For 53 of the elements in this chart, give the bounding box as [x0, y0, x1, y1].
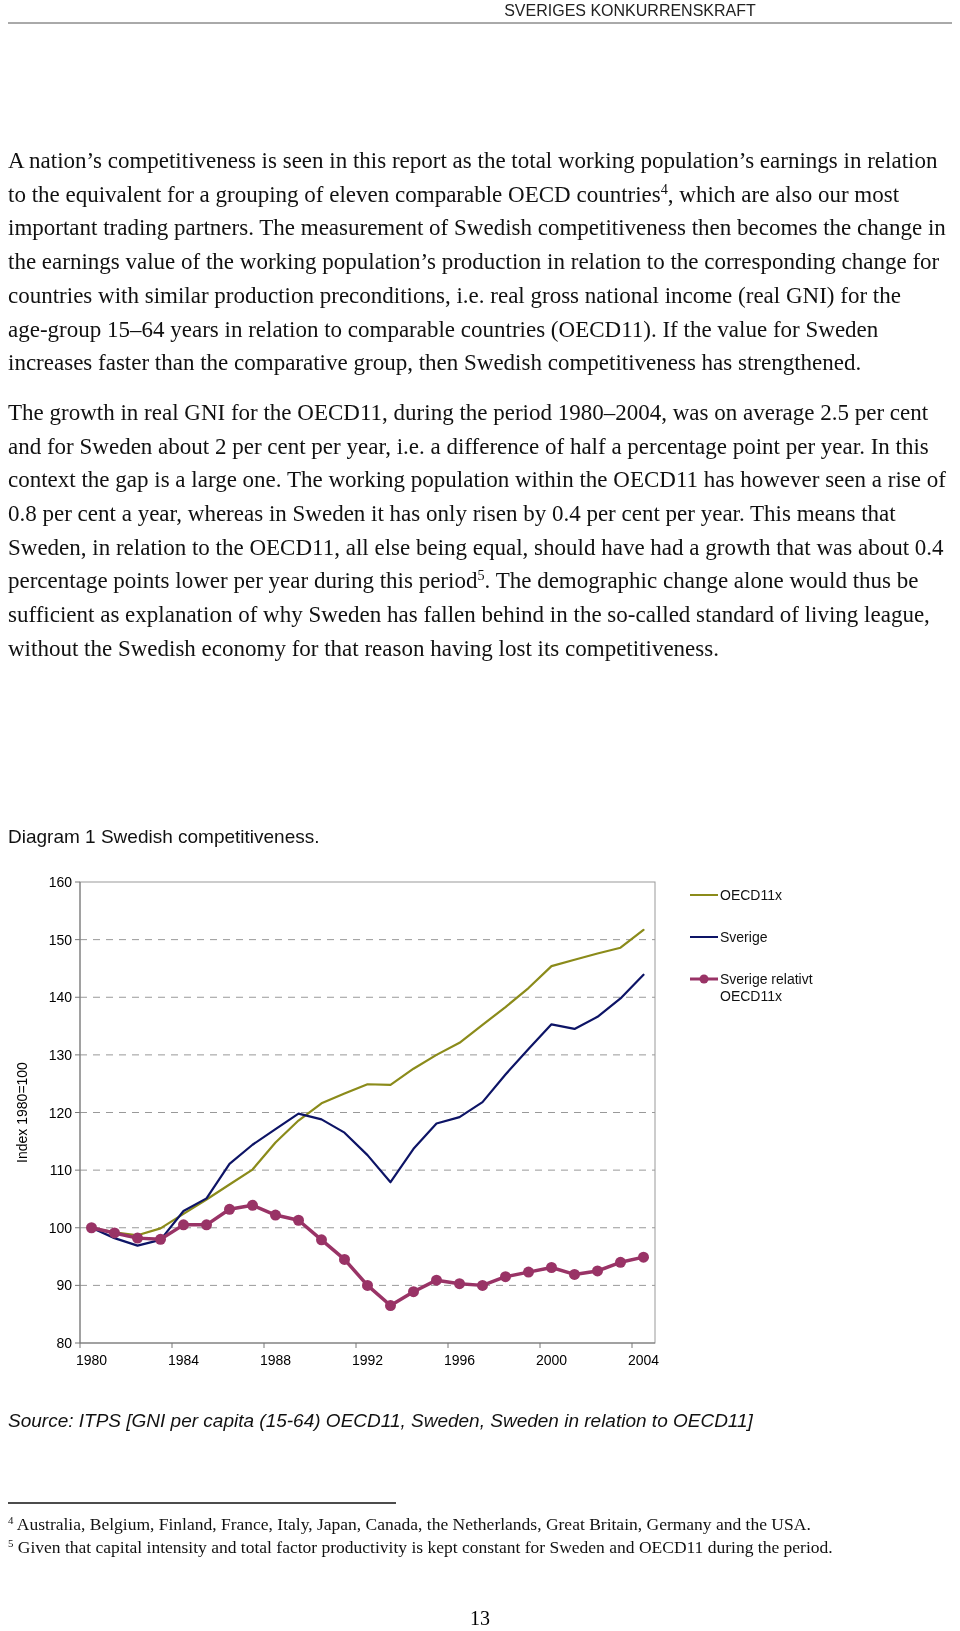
point — [569, 1268, 580, 1280]
text: $^{5}$ Given that capital intensity and total factor productivity is kept constant for Sweden and OECD11 during the period. — [8, 1537, 833, 1557]
point — [132, 1232, 143, 1244]
y-axis-title: Index 1980=100 — [14, 1061, 30, 1163]
y-tick-label: 130 — [48, 1046, 73, 1063]
point — [408, 1286, 419, 1298]
point — [224, 1203, 235, 1215]
x-tick-label: 2000 — [535, 1352, 568, 1368]
x-tick-label: 1996 — [443, 1352, 476, 1368]
point — [638, 1251, 649, 1263]
point — [293, 1214, 304, 1226]
y-tick-label: 80 — [56, 1335, 73, 1351]
x-tick-label: 1992 — [351, 1352, 384, 1368]
point — [592, 1265, 603, 1277]
y-tick-label: 150 — [48, 931, 73, 948]
x-tick-label: 1980 — [75, 1352, 108, 1368]
legend-label: Sverige — [720, 929, 768, 945]
point — [109, 1227, 120, 1239]
point — [155, 1233, 166, 1245]
point — [500, 1271, 511, 1283]
y-tick-label: 160 — [48, 874, 73, 890]
point — [316, 1234, 327, 1246]
y-tick-label: 110 — [49, 1162, 73, 1179]
point — [477, 1279, 488, 1291]
legend-label: Sverige relativt OECD11x — [720, 971, 813, 1004]
point — [385, 1300, 396, 1312]
point — [523, 1266, 534, 1278]
point — [270, 1209, 281, 1221]
text: 13 — [470, 1607, 490, 1629]
y-tick-label: 90 — [56, 1277, 73, 1294]
y-tick-label: 140 — [48, 989, 73, 1006]
legend-label: OECD11x — [720, 887, 782, 903]
point — [454, 1278, 465, 1290]
point — [178, 1219, 189, 1231]
point — [339, 1253, 350, 1265]
text: A nation’s competitiveness is seen in this report as the total working population’s earnings in relation to the equivalent for a grouping of eleven comparable OECD countries$^{4}$, which are also our most important trading partners. The measurement of Swedish competitiveness then becomes the change in the earnings value of the working population’s production in relation to the corresponding change for countries with similar production preconditions, i.e. real gross national income (real GNI) for the age-group 15–64 years in relation to comparable countries (OECD11). If the value for Sweden increases faster than the comparative group, then Swedish competitiveness has strengthened. — [8, 148, 946, 376]
point — [431, 1274, 442, 1286]
x-tick-label: 1984 — [167, 1352, 200, 1368]
text: $^{4}$ Australia, Belgium, Finland, France, Italy, Japan, Canada, the Netherlands, Great Britain, Germany and the USA. — [8, 1514, 811, 1534]
y-tick-label: 120 — [48, 1104, 73, 1121]
chart-title: Diagram 1 Swedish competitiveness. — [8, 826, 320, 847]
text: SVERIGES KONKURRENSKRAFT — [504, 2, 757, 19]
x-tick-label: 1988 — [259, 1352, 292, 1368]
source-note: Source: ITPS [GNI per capita (15-64) OECD11, Sweden, Sweden in relation to OECD11] — [8, 1410, 754, 1431]
text: The growth in real GNI for the OECD11, during the period 1980–2004, was on average 2.5 per cent and for Sweden about 2 per cent per year, i.e. a difference of half a percentage point per year. In this context the gap is a large one. The working population within the OECD11 has however seen a rise of 0.8 per cent a year, whereas in Sweden it has only risen by 0.4 per cent per year. This means that Sweden, in relation to the OECD11, all else being equal, should have had a growth that was about 0.4 percentage points lower per year during this period$^{5}$. The demographic change alone would thus be sufficient as explanation of why Sweden has fallen behind in the so-called standard of living league, without the Swedish economy for that reason having lost its competitiveness. — [8, 399, 946, 661]
point — [86, 1222, 97, 1234]
y-tick-label: 100 — [48, 1219, 73, 1236]
point — [615, 1256, 626, 1268]
point — [546, 1262, 557, 1274]
point — [201, 1219, 212, 1231]
point — [362, 1279, 373, 1291]
x-tick-label: 2004 — [627, 1352, 660, 1368]
point — [247, 1199, 258, 1211]
